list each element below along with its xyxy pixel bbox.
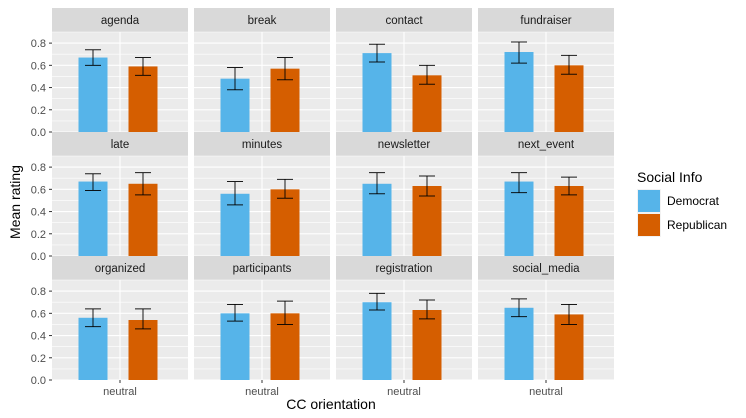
facet-title: contact (385, 15, 423, 27)
facet-strip (52, 256, 188, 280)
bar-republican (554, 314, 584, 380)
y-tick-label: 0.8 (31, 162, 46, 174)
bar-democrat (362, 53, 392, 132)
bar-democrat (78, 57, 108, 132)
y-axis-title: Mean rating (7, 165, 23, 239)
facet-strip (336, 8, 472, 32)
y-tick-label: 0.4 (31, 207, 46, 219)
facet-title: participants (233, 263, 292, 275)
y-tick-label: 0.0 (31, 375, 46, 387)
bar-democrat (362, 183, 392, 256)
y-tick-label: 0.4 (31, 83, 46, 95)
facet-strip (478, 8, 614, 32)
bar-democrat (78, 181, 108, 256)
y-tick-label: 0.2 (31, 353, 46, 365)
facet-strip (336, 132, 472, 156)
bar-democrat (220, 313, 250, 380)
bar-democrat (78, 317, 108, 380)
bar-republican (412, 310, 442, 380)
facet-panels: agenda 0.0 0.2 0.4 0.6 0.8 break contact fundrai… (31, 8, 614, 398)
bar-democrat (504, 52, 534, 132)
bar-republican (412, 75, 442, 132)
y-tick-label: 0.0 (31, 127, 46, 139)
facet-strip (194, 256, 330, 280)
facet-title: social_media (512, 263, 580, 275)
facet-title: late (111, 139, 130, 151)
y-tick-label: 0.8 (31, 286, 46, 298)
bar-democrat (504, 307, 534, 380)
facet-strip (52, 132, 188, 156)
facet-strip (52, 8, 188, 32)
bar-democrat (504, 181, 534, 256)
bar-republican (128, 320, 158, 380)
bar-democrat (362, 302, 392, 380)
legend-label: Democrat (667, 194, 720, 208)
bar-republican (554, 186, 584, 256)
facet-title: break (248, 15, 277, 27)
x-axis-title: CC orientation (286, 396, 376, 412)
y-tick-label: 0.0 (31, 251, 46, 263)
legend-key-democrat (638, 190, 660, 212)
legend: Social Info Democrat Republican (637, 169, 727, 237)
facet-title: fundraiser (520, 15, 571, 27)
facet-title: agenda (101, 15, 140, 27)
bar-republican (128, 183, 158, 256)
facet-strip (478, 132, 614, 156)
legend-key-republican (638, 214, 660, 236)
facet-strip (336, 256, 472, 280)
y-tick-label: 0.6 (31, 60, 46, 72)
legend-title: Social Info (637, 169, 703, 185)
bar-republican (270, 189, 300, 256)
y-tick-label: 0.6 (31, 308, 46, 320)
facet-title: registration (376, 263, 433, 275)
facet-title: newsletter (378, 139, 431, 151)
facet-title: minutes (242, 139, 283, 151)
facet-strip (194, 132, 330, 156)
facet-title: next_event (518, 139, 575, 151)
x-tick-label: neutral (387, 386, 421, 398)
facet-strip (478, 256, 614, 280)
y-tick-label: 0.8 (31, 38, 46, 50)
facet-strip (194, 8, 330, 32)
x-tick-label: neutral (245, 386, 279, 398)
y-tick-label: 0.4 (31, 331, 46, 343)
y-tick-label: 0.2 (31, 105, 46, 117)
y-tick-label: 0.6 (31, 184, 46, 196)
legend-label: Republican (667, 218, 727, 232)
bar-republican (412, 186, 442, 256)
x-tick-label: neutral (103, 386, 137, 398)
bar-republican (128, 66, 158, 132)
x-tick-label: neutral (529, 386, 563, 398)
bar-republican (554, 65, 584, 132)
y-tick-label: 0.2 (31, 229, 46, 241)
facet-title: organized (95, 263, 146, 275)
